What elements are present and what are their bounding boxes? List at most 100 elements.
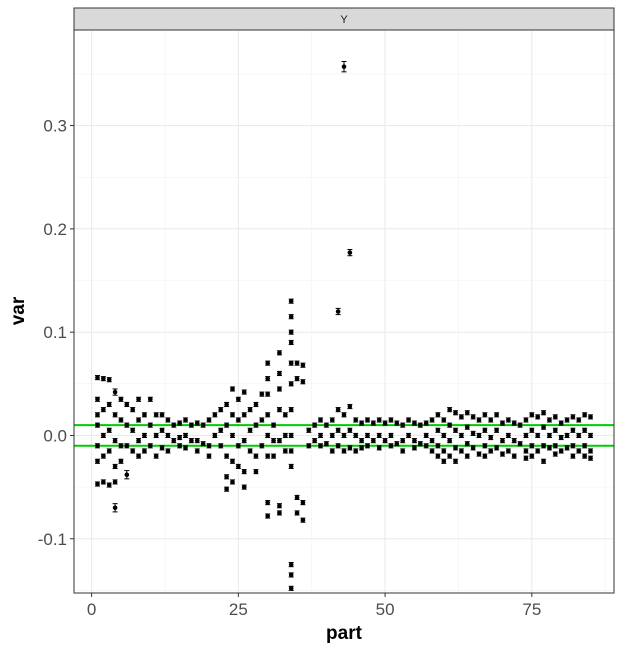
- data-point: [324, 422, 329, 428]
- data-point: [224, 422, 229, 428]
- data-point: [148, 397, 153, 402]
- data-point: [406, 433, 411, 438]
- data-point: [511, 420, 517, 426]
- data-point: [95, 443, 100, 449]
- data-point: [365, 417, 370, 423]
- data-point: [236, 397, 241, 402]
- data-point: [194, 438, 200, 443]
- data-point: [118, 458, 124, 464]
- data-point: [288, 340, 294, 345]
- data-point: [423, 433, 429, 438]
- data-point: [294, 495, 300, 500]
- x-tick-label: 25: [229, 600, 248, 619]
- data-point: [576, 433, 582, 438]
- data-point: [312, 422, 317, 428]
- data-point: [406, 417, 411, 423]
- data-point: [529, 443, 535, 449]
- data-point: [112, 464, 118, 469]
- data-point: [535, 448, 540, 454]
- data-point: [206, 453, 212, 459]
- data-point: [412, 438, 417, 443]
- data-point: [101, 453, 106, 459]
- data-point: [265, 513, 270, 519]
- data-point: [582, 443, 587, 449]
- data-point: [200, 422, 206, 428]
- data-point: [553, 451, 558, 457]
- data-point: [453, 410, 458, 416]
- data-point: [159, 427, 165, 433]
- data-point: [212, 433, 218, 438]
- data-point: [335, 443, 341, 449]
- data-point: [329, 417, 335, 423]
- data-point: [241, 438, 247, 443]
- data-point: [523, 448, 529, 454]
- data-point: [418, 441, 423, 447]
- data-point: [294, 360, 300, 366]
- data-point: [265, 433, 270, 438]
- data-point: [412, 420, 417, 426]
- data-point: [329, 433, 335, 438]
- data-point: [353, 417, 359, 423]
- data-point: [376, 433, 382, 438]
- data-point: [382, 420, 388, 426]
- y-tick-label: 0.0: [43, 426, 67, 445]
- data-point: [441, 417, 447, 423]
- data-point: [230, 386, 235, 392]
- data-point: [153, 453, 159, 459]
- x-tick-label: 0: [87, 600, 96, 619]
- data-point: [570, 443, 576, 449]
- data-point: [183, 433, 188, 438]
- data-point: [324, 441, 329, 447]
- y-tick-label: -0.1: [38, 530, 67, 549]
- data-point: [265, 412, 270, 418]
- data-point: [112, 505, 118, 511]
- data-point: [429, 438, 435, 443]
- data-point: [112, 389, 118, 395]
- data-point: [136, 453, 141, 459]
- data-point: [253, 453, 259, 459]
- data-point: [359, 438, 364, 443]
- data-point: [570, 453, 576, 459]
- data-point: [312, 438, 317, 443]
- data-point: [224, 453, 229, 459]
- data-point: [588, 455, 593, 461]
- data-point: [236, 443, 241, 449]
- data-point: [101, 479, 106, 485]
- data-point: [435, 443, 441, 449]
- data-point: [294, 510, 300, 516]
- data-point: [130, 407, 135, 412]
- data-point: [130, 448, 135, 454]
- data-point: [230, 412, 235, 418]
- data-point: [288, 381, 294, 387]
- data-point: [142, 412, 147, 418]
- data-point: [265, 500, 270, 505]
- plot-panel-border: [73, 29, 615, 594]
- data-point: [523, 433, 529, 438]
- data-point: [189, 422, 194, 428]
- data-point: [288, 298, 294, 304]
- data-point: [306, 427, 312, 433]
- data-point: [148, 422, 153, 428]
- data-point: [464, 424, 470, 430]
- data-point: [470, 414, 476, 420]
- data-point: [241, 469, 247, 474]
- data-point: [153, 433, 159, 438]
- data-point: [464, 441, 470, 447]
- data-point: [335, 427, 341, 433]
- data-point: [447, 422, 452, 428]
- data-point: [230, 479, 235, 485]
- data-point: [470, 431, 476, 436]
- data-point: [359, 445, 364, 451]
- plot-panel: [74, 30, 614, 593]
- data-point: [511, 453, 517, 459]
- data-point: [95, 412, 100, 418]
- data-point: [429, 417, 435, 423]
- data-point: [95, 422, 100, 428]
- data-point: [553, 414, 558, 420]
- data-point: [441, 458, 447, 464]
- data-point: [95, 397, 100, 402]
- data-point: [95, 481, 100, 487]
- data-point: [112, 479, 118, 485]
- data-point: [306, 443, 312, 449]
- data-point: [558, 435, 564, 440]
